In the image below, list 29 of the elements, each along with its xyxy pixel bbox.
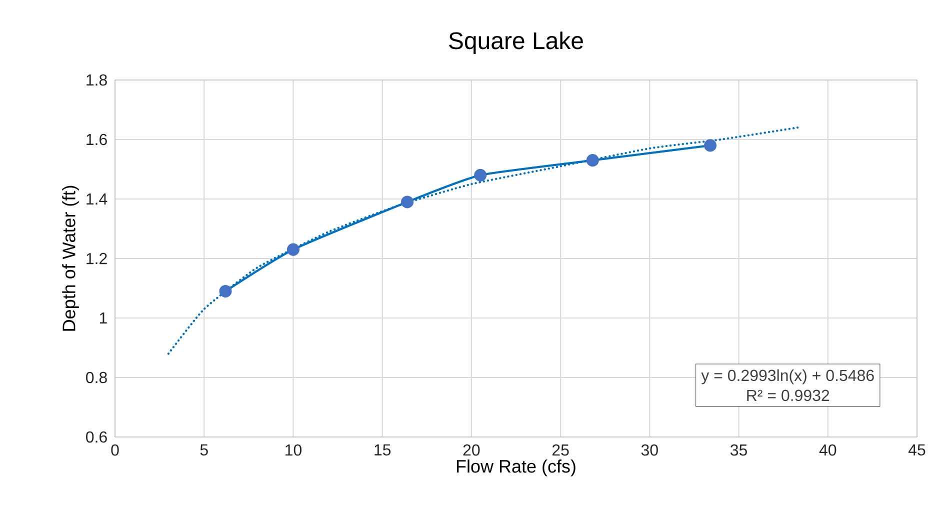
- x-tick-label: 40: [819, 444, 836, 456]
- point: [219, 284, 232, 298]
- point: [704, 139, 717, 152]
- x-tick-label: 5: [200, 444, 208, 456]
- point: [586, 154, 599, 167]
- x-tick-label: 30: [641, 444, 658, 456]
- annotation: y = 0.2993ln(x) + 0.5486: [701, 369, 874, 384]
- y-tick-label: 1: [100, 312, 107, 324]
- x-tick-label: 45: [908, 444, 926, 456]
- y-tick-label: 1.8: [86, 74, 107, 86]
- line-series: [167, 126, 799, 355]
- x-tick-label: 35: [730, 444, 747, 456]
- x-tick-label: 20: [463, 444, 480, 456]
- y-tick-label: 1.2: [86, 252, 107, 264]
- x-tick-label: 0: [111, 444, 119, 456]
- point: [474, 168, 487, 182]
- y-tick-label: 0.8: [86, 372, 107, 384]
- y-tick-label: 1.6: [86, 134, 107, 146]
- y-tick-label: 0.6: [86, 431, 107, 443]
- annotation: R² = 0.9932: [747, 390, 830, 402]
- x-tick-label: 10: [286, 444, 302, 456]
- x-tick-label: 25: [552, 444, 569, 456]
- x-axis-title: Flow Rate (cfs): [456, 460, 576, 476]
- point: [401, 196, 414, 208]
- y-axis-title: Depth of Water (ft): [62, 186, 79, 331]
- chart-title: Square Lake: [449, 32, 583, 54]
- point: [286, 243, 300, 256]
- y-tick-label: 1.4: [86, 193, 108, 204]
- x-tick-label: 15: [374, 444, 391, 456]
